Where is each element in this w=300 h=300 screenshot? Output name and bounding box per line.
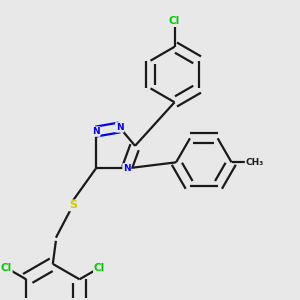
Text: N: N bbox=[92, 127, 100, 136]
Text: S: S bbox=[69, 200, 77, 210]
Text: N: N bbox=[123, 164, 130, 173]
Text: Cl: Cl bbox=[169, 16, 180, 26]
Text: Cl: Cl bbox=[1, 263, 12, 273]
Text: N: N bbox=[116, 123, 123, 132]
Text: CH₃: CH₃ bbox=[245, 158, 264, 167]
Text: Cl: Cl bbox=[94, 263, 105, 273]
